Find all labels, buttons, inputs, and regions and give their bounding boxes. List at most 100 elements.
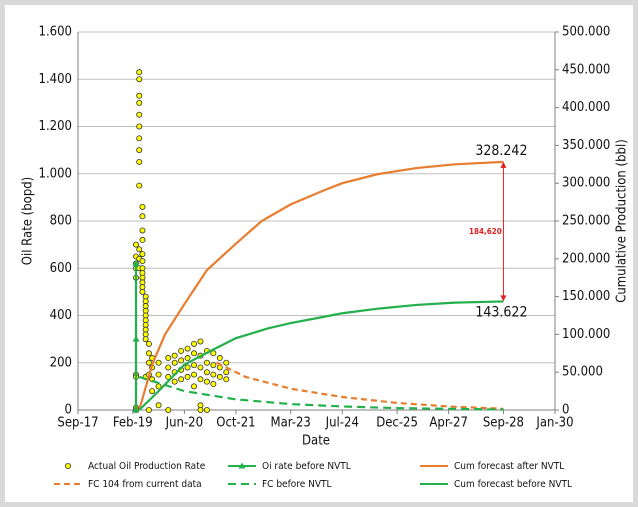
data-point — [165, 364, 172, 371]
data-point — [136, 246, 143, 253]
data-point — [191, 340, 198, 347]
y-tick-label: 1.600 — [39, 25, 72, 40]
data-point — [142, 336, 149, 343]
data-point — [191, 371, 198, 378]
data-point — [184, 373, 191, 380]
data-point — [155, 371, 162, 378]
data-point — [178, 357, 185, 364]
arrow-head — [500, 295, 507, 302]
data-point — [178, 347, 185, 354]
legend-label: Actual Oil Production Rate — [88, 461, 206, 472]
data-point — [139, 288, 146, 295]
arrow-label: 184,620 — [469, 227, 502, 236]
y2-tick-label: 250.000 — [562, 214, 610, 229]
y-tick-label: 1.000 — [39, 166, 72, 181]
data-point — [203, 369, 210, 376]
y2-tick-label: 150.000 — [562, 289, 610, 304]
data-point — [149, 388, 156, 395]
annotation: 143.622 — [475, 304, 527, 320]
data-point — [171, 352, 178, 359]
data-point — [145, 406, 152, 413]
y2-tick-label: 100.000 — [562, 327, 610, 342]
data-point — [139, 236, 146, 243]
data-point — [136, 123, 143, 130]
data-point — [210, 381, 217, 388]
y2-tick-label: 350.000 — [562, 138, 610, 153]
data-point — [136, 182, 143, 189]
data-point — [145, 350, 152, 357]
data-point — [139, 258, 146, 265]
data-point — [197, 376, 204, 383]
panel — [5, 5, 633, 502]
data-point — [165, 406, 172, 413]
data-point — [136, 92, 143, 99]
data-point — [191, 350, 198, 357]
data-point — [223, 369, 230, 376]
data-point — [210, 371, 217, 378]
annotation: 328.242 — [475, 143, 527, 159]
x-tick-label: Jul-24 — [325, 416, 359, 431]
data-point — [184, 345, 191, 352]
x-tick-label: Sep-17 — [57, 416, 98, 431]
y-tick-label: 400 — [50, 308, 72, 323]
y-tick-label: 200 — [50, 355, 72, 370]
line-marker — [132, 335, 140, 342]
data-point — [178, 376, 185, 383]
data-point — [184, 364, 191, 371]
data-point — [216, 373, 223, 380]
y-axis-title: Oil Rate (bopd) — [21, 177, 36, 265]
x-tick-label: Mar-23 — [271, 416, 311, 431]
legend-label: Cum forecast after NVTL — [454, 461, 564, 472]
data-point — [136, 158, 143, 165]
data-point — [136, 99, 143, 106]
data-point — [223, 376, 230, 383]
data-point — [171, 359, 178, 366]
data-point — [165, 355, 172, 362]
arrow-head — [500, 161, 507, 168]
data-point — [136, 69, 143, 76]
data-line — [216, 361, 504, 410]
x-tick-label: Apr-27 — [429, 416, 468, 431]
legend-label: FC 104 from current data — [88, 479, 202, 490]
y2-axis-title: Cumulative Production (bbl) — [615, 139, 630, 303]
data-point — [136, 135, 143, 142]
data-point — [136, 76, 143, 83]
legend-label: Cum forecast before NVTL — [454, 479, 572, 490]
y2-tick-label: 500.000 — [562, 25, 610, 40]
data-point — [210, 362, 217, 369]
y2-tick-label: 400.000 — [562, 100, 610, 115]
legend-label: FC before NVTL — [262, 479, 332, 490]
legend-marker — [65, 462, 72, 469]
x-tick-label: Dec-25 — [376, 416, 418, 431]
y-tick-label: 1.400 — [39, 72, 72, 87]
line-marker — [132, 406, 140, 413]
data-point — [191, 383, 198, 390]
x-axis-title: Date — [302, 434, 330, 449]
x-tick-label: Jun-20 — [165, 416, 203, 431]
x-tick-label: Oct-21 — [216, 416, 255, 431]
data-point — [171, 378, 178, 385]
y2-tick-label: 50.000 — [562, 365, 603, 380]
legend-marker — [238, 462, 246, 469]
data-point — [197, 364, 204, 371]
legend-label: Oi rate before NVTL — [262, 461, 351, 472]
data-line — [138, 300, 504, 411]
x-tick-label: Feb-19 — [113, 416, 153, 431]
data-point — [197, 338, 204, 345]
data-point — [136, 111, 143, 118]
y-tick-label: 600 — [50, 261, 72, 276]
data-point — [203, 406, 210, 413]
y2-tick-label: 0 — [562, 403, 569, 418]
data-point — [191, 362, 198, 369]
line-marker — [132, 260, 140, 267]
x-tick-label: Jan-30 — [535, 416, 573, 431]
x-tick-label: Sep-28 — [483, 416, 524, 431]
data-point — [139, 213, 146, 220]
data-point — [197, 406, 204, 413]
data-point — [133, 241, 140, 248]
data-point — [155, 402, 162, 409]
data-point — [165, 373, 172, 380]
y-tick-label: 800 — [50, 214, 72, 229]
data-line — [138, 160, 504, 411]
data-point — [139, 227, 146, 234]
